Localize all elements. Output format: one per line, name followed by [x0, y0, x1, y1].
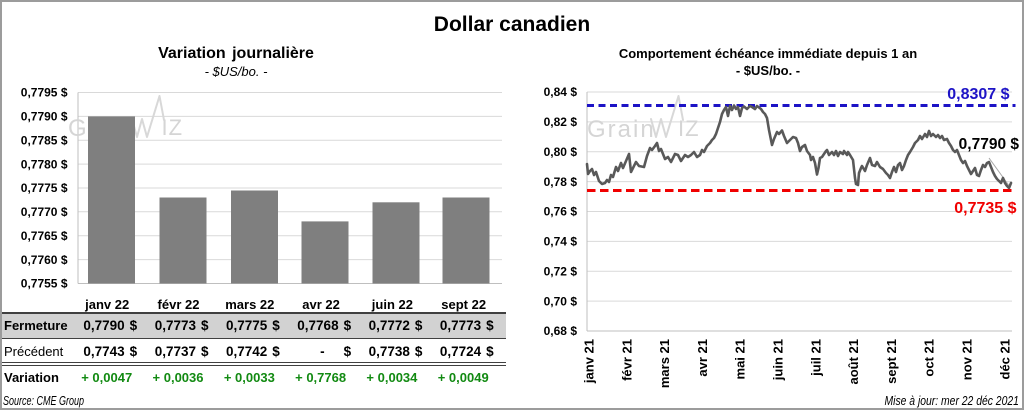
svg-text:0,8307 $: 0,8307 $: [947, 86, 1009, 103]
svg-text:déc 21: déc 21: [997, 339, 1012, 379]
svg-text:oct 21: oct 21: [922, 339, 937, 377]
svg-text:0,7795 $: 0,7795 $: [21, 86, 68, 100]
svg-text:juil 21: juil 21: [808, 339, 823, 377]
svg-text:janv 21: janv 21: [582, 339, 597, 384]
svg-text:0,76 $: 0,76 $: [544, 205, 578, 219]
svg-text:0,7765 $: 0,7765 $: [21, 229, 68, 243]
svg-text:mars 21: mars 21: [657, 339, 672, 388]
svg-text:Grain: Grain: [587, 116, 656, 143]
svg-text:0,70 $: 0,70 $: [544, 294, 578, 308]
svg-text:mai 21: mai 21: [733, 339, 748, 379]
svg-text:0,72 $: 0,72 $: [544, 265, 578, 279]
svg-text:IZ: IZ: [678, 116, 700, 141]
svg-text:0,7785 $: 0,7785 $: [21, 134, 68, 148]
svg-text:0,74 $: 0,74 $: [544, 235, 578, 249]
svg-text:0,68 $: 0,68 $: [544, 324, 578, 338]
svg-text:0,7770 $: 0,7770 $: [21, 205, 68, 219]
svg-text:avr 21: avr 21: [695, 339, 710, 377]
svg-text:août 21: août 21: [846, 339, 861, 385]
svg-text:0,7735 $: 0,7735 $: [954, 200, 1016, 217]
svg-text:0,78 $: 0,78 $: [544, 175, 578, 189]
svg-text:0,84 $: 0,84 $: [544, 85, 578, 99]
svg-text:0,82 $: 0,82 $: [544, 115, 578, 129]
svg-text:sept 21: sept 21: [884, 339, 899, 384]
svg-text:juin 21: juin 21: [771, 339, 786, 381]
svg-text:0,7790 $: 0,7790 $: [959, 136, 1020, 153]
svg-text:0,7780 $: 0,7780 $: [21, 157, 68, 171]
svg-text:0,7760 $: 0,7760 $: [21, 253, 68, 267]
svg-text:févr 21: févr 21: [619, 339, 634, 381]
svg-text:0,7755 $: 0,7755 $: [21, 277, 68, 291]
svg-text:nov 21: nov 21: [960, 339, 975, 380]
svg-text:0,7790 $: 0,7790 $: [21, 110, 68, 124]
svg-text:0,80 $: 0,80 $: [544, 145, 578, 159]
svg-text:0,7775 $: 0,7775 $: [21, 181, 68, 195]
svg-text:IZ: IZ: [162, 115, 184, 140]
